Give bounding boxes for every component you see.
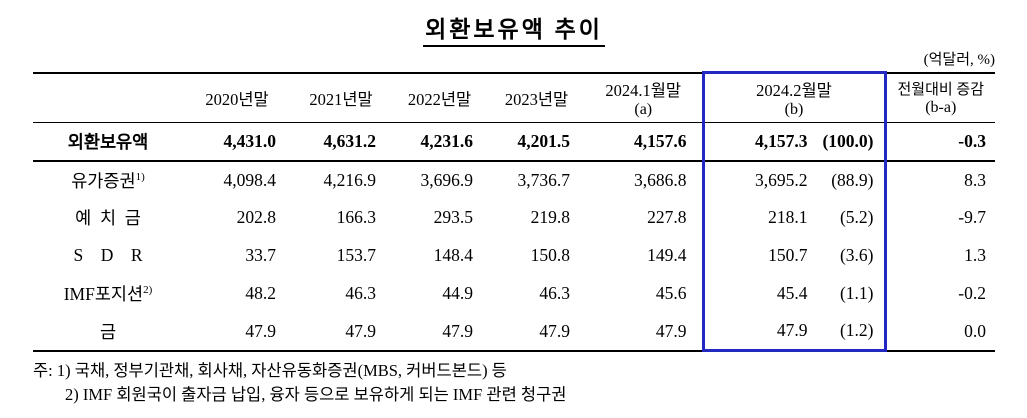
footnote-2: 2) IMF 회원국이 출자금 납입, 융자 등으로 보유하게 되는 IMF 관… [65,384,567,404]
value-cell: 4,231.6 [391,122,488,162]
row-imf-position: IMF포지션2) 48.2 46.3 44.9 46.3 45.6 45.4 (1… [33,274,995,313]
value-cell: 227.8 [647,207,687,227]
change-cell: -0.2 [958,283,986,303]
feb-value-cell: 47.9 (1.2) [701,312,887,352]
row-label: 금 [33,312,183,352]
row-label: 유가증권1) [71,170,145,191]
unit-note: (억달러, %) [923,52,995,68]
title-wrap: 외환보유액 추이 [33,10,995,47]
value-cell: 46.3 [345,283,376,303]
value-cell: 4,431.0 [183,122,291,162]
row-deposits: 예 치 금 202.8 166.3 293.5 219.8 227.8 218.… [33,198,995,237]
row-gold: 금 47.9 47.9 47.9 47.9 47.9 47.9 (1.2) 0.0 [33,312,995,352]
value-cell: 3,686.8 [634,169,687,190]
value-cell: 4,157.6 [585,122,703,162]
change-cell: -9.7 [958,207,986,227]
feb-value-cell: 4,157.3 (100.0) [701,122,887,162]
value-cell: 47.9 [488,312,585,352]
col-header-2020: 2020년말 [183,71,291,123]
value-cell: 47.9 [585,312,703,352]
value-cell: 3,736.7 [517,169,571,190]
row-total: 외환보유액 4,431.0 4,631.2 4,231.6 4,201.5 4,… [33,122,995,162]
value-cell: 149.4 [647,245,687,265]
footnote-marker: 1) [135,170,145,183]
value-cell: 4,631.2 [291,122,391,162]
value-cell: 4,098.4 [223,169,277,190]
col-header-feb2024: 2024.2월말 (b) [701,71,887,123]
change-cell: 1.3 [964,245,986,265]
feb-value-cell: 150.7 (3.6) [701,236,887,275]
footnote-1: 주: 1) 국채, 정부기관채, 회사채, 자산유동화증권(MBS, 커버드본드… [33,361,507,380]
page-title: 외환보유액 추이 [423,10,605,47]
change-cell: 0.0 [885,312,995,352]
col-header-2022: 2022년말 [391,71,488,123]
value-cell: 4,201.5 [488,122,585,162]
col-header-2021: 2021년말 [291,71,391,123]
col-header-2023: 2023년말 [488,71,585,123]
value-cell: 48.2 [245,283,276,303]
fx-reserves-table: 2020년말 2021년말 2022년말 2023년말 2024.1월말 (a) … [33,71,995,352]
value-cell: 166.3 [336,207,376,227]
value-cell: 153.7 [336,245,376,265]
feb-value-cell: 45.4 (1.1) [701,274,887,313]
change-cell: 8.3 [964,169,986,190]
value-cell: 47.9 [391,312,488,352]
header-row: 2020년말 2021년말 2022년말 2023년말 2024.1월말 (a) … [33,71,995,123]
col-header-jan2024: 2024.1월말 (a) [585,71,703,123]
value-cell: 4,216.9 [323,169,377,190]
change-cell: -0.3 [885,122,995,162]
value-cell: 293.5 [433,207,473,227]
row-label: IMF포지션2) [63,284,153,304]
value-cell: 219.8 [530,207,570,227]
row-label: 예 치 금 [75,208,141,228]
feb-value-cell: 3,695.2 (88.9) [701,160,887,199]
value-cell: 46.3 [539,283,570,303]
value-cell: 33.7 [245,245,276,265]
value-cell: 148.4 [433,245,473,265]
value-cell: 202.8 [236,207,276,227]
row-label: 외환보유액 [33,122,183,162]
col-header-change: 전월대비 증감 (b-a) [885,71,995,123]
value-cell: 44.9 [442,283,473,303]
footnotes: 주: 1) 국채, 정부기관채, 회사채, 자산유동화증권(MBS, 커버드본드… [33,359,995,407]
value-cell: 150.8 [530,245,570,265]
row-sdr: S D R 33.7 153.7 148.4 150.8 149.4 150.7… [33,236,995,275]
row-label: S D R [73,245,143,265]
value-cell: 47.9 [291,312,391,352]
corner-cell [33,71,183,123]
footnote-marker: 2) [143,284,153,297]
feb-value-cell: 218.1 (5.2) [701,198,887,237]
row-securities: 유가증권1) 4,098.4 4,216.9 3,696.9 3,736.7 3… [33,160,995,199]
value-cell: 47.9 [183,312,291,352]
value-cell: 3,696.9 [420,169,474,190]
value-cell: 45.6 [655,283,687,303]
